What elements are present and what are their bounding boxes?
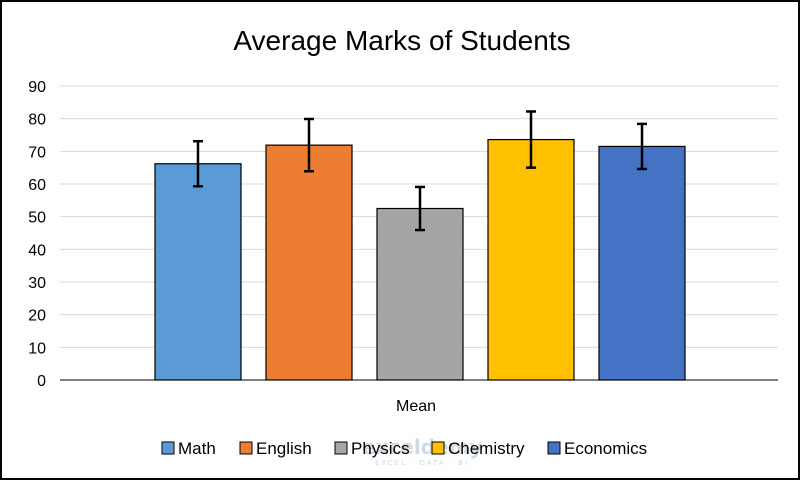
y-tick-label: 80 [28, 112, 46, 129]
bar-economics [598, 145, 686, 381]
bars [154, 138, 686, 381]
x-axis-category-label: Mean [396, 398, 436, 415]
legend-swatch [547, 441, 561, 455]
legend-label: Economics [564, 439, 647, 458]
bar-english [265, 144, 353, 381]
legend-label: English [256, 439, 312, 458]
y-tick-label: 50 [28, 210, 46, 227]
legend-label: Physics [351, 439, 410, 458]
watermark-logo-text: exceldemy [362, 435, 483, 459]
watermark: exceldemy EXCEL · DATA · BI [362, 435, 483, 467]
y-tick-label: 60 [28, 177, 46, 194]
error-bar-english [304, 117, 314, 173]
legend-swatch [161, 441, 175, 455]
legend-item-english: English [239, 439, 312, 458]
legend: Math English Physics Chemistry Economics [161, 439, 647, 458]
y-tick-label: 20 [28, 308, 46, 325]
y-tick-label: 40 [28, 242, 46, 259]
legend-item-math: Math [161, 439, 216, 458]
legend-label: Math [178, 439, 216, 458]
legend-item-chemistry: Chemistry [431, 439, 525, 458]
y-tick-label: 30 [28, 275, 46, 292]
error-bar-math [193, 139, 203, 188]
legend-item-economics: Economics [547, 439, 647, 458]
watermark-tagline: EXCEL · DATA · BI [375, 459, 469, 467]
legend-label: Chemistry [448, 439, 525, 458]
y-tick-label: 70 [28, 144, 46, 161]
legend-swatch [431, 441, 445, 455]
bar-math [154, 163, 242, 381]
error-bar-physics [415, 185, 425, 232]
y-tick-label: 0 [37, 373, 46, 390]
error-bars [193, 110, 647, 232]
y-axis-ticks: 0 10 20 30 40 50 60 70 80 90 [28, 79, 46, 390]
chart-title: Average Marks of Students [233, 25, 570, 56]
bar-physics [376, 207, 464, 381]
y-tick-label: 10 [28, 340, 46, 357]
error-bar-economics [637, 122, 647, 171]
bar-chemistry [487, 138, 575, 381]
legend-swatch [239, 441, 253, 455]
y-tick-label: 90 [28, 79, 46, 96]
legend-item-physics: Physics [334, 439, 410, 458]
legend-swatch [334, 441, 348, 455]
error-bar-chemistry [526, 110, 536, 169]
